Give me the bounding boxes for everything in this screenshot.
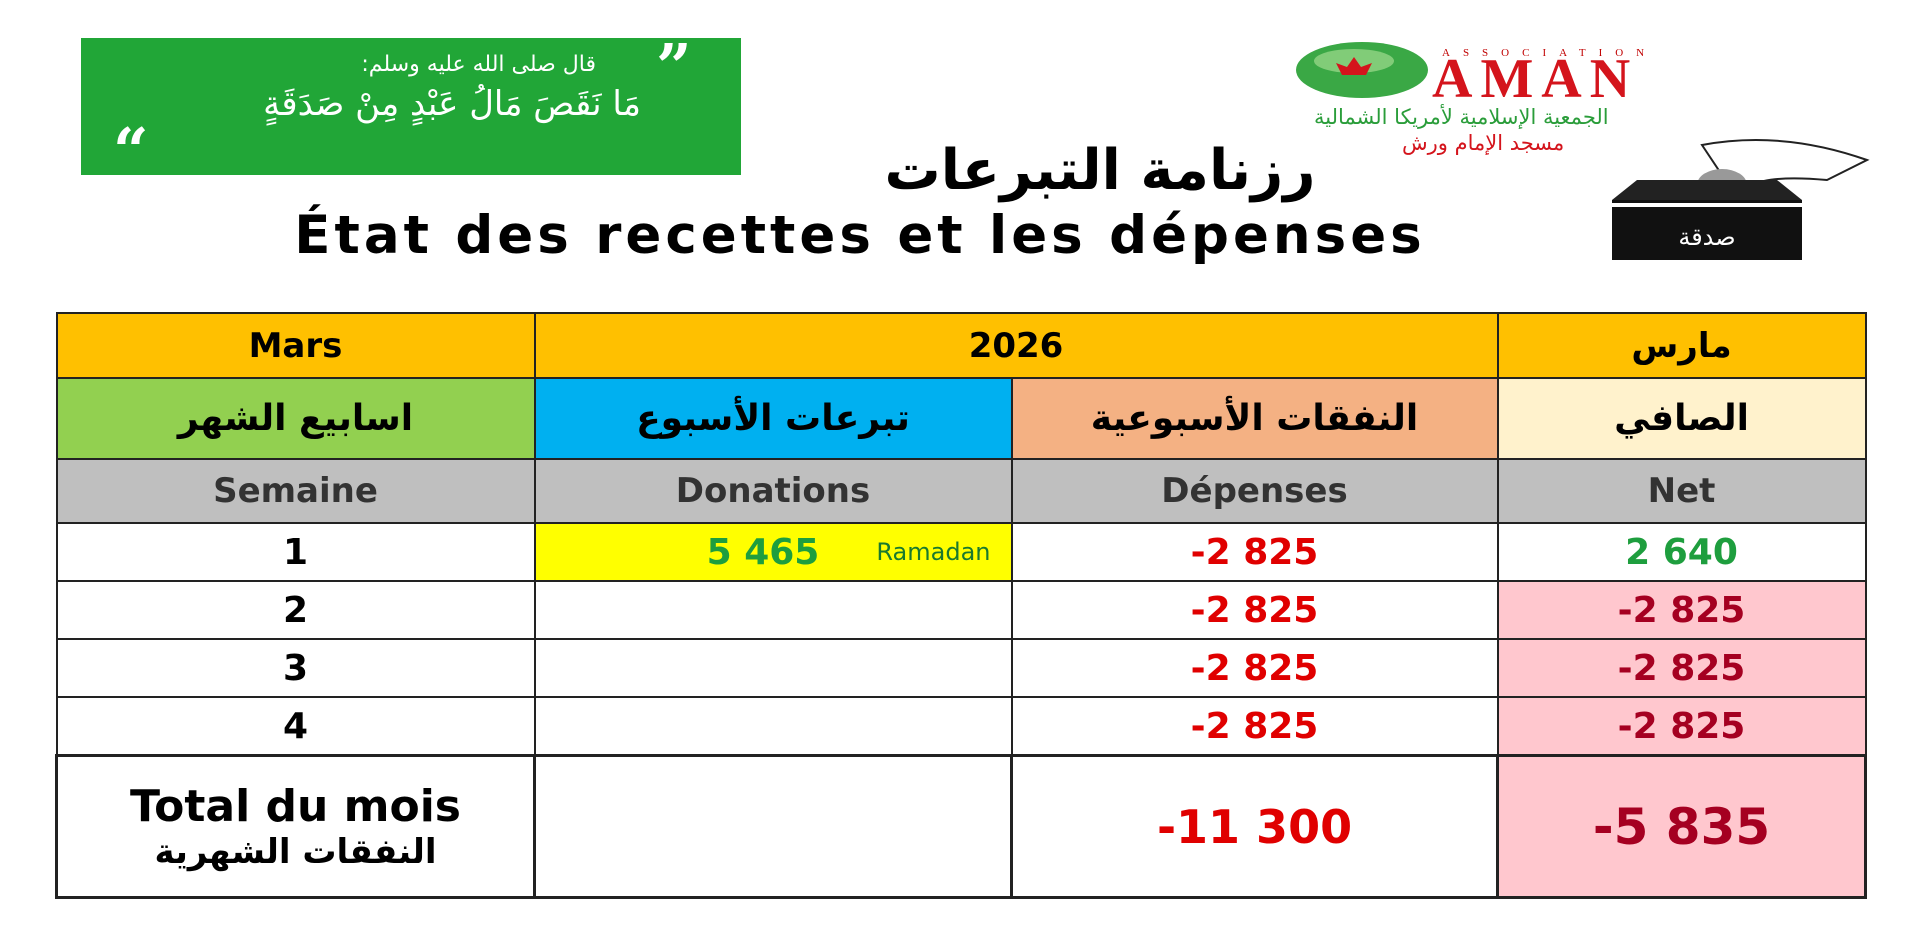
- data-row: 4 -2 825 -2 825: [55, 696, 1867, 757]
- header-ar-row: اسابيع الشهر تبرعات الأسبوع النفقات الأس…: [55, 377, 1867, 460]
- header-fr: Semaine: [55, 458, 536, 524]
- header-ar: اسابيع الشهر: [55, 377, 536, 460]
- header-ar: النفقات الأسبوعية: [1010, 377, 1499, 460]
- header-ar: الصافي: [1496, 377, 1867, 460]
- table-body: Mars 2026 مارس اسابيع الشهر تبرعات الأسب…: [55, 312, 1868, 899]
- data-row: 3 -2 825 -2 825: [55, 638, 1867, 698]
- budget-table: Mars 2026 مارس اسابيع الشهر تبرعات الأسب…: [55, 312, 1868, 899]
- total-donations: [533, 754, 1013, 899]
- cell: -2 825: [1496, 696, 1867, 757]
- cell: 5 465 Ramadan: [533, 522, 1013, 582]
- cell: 2 640: [1496, 522, 1867, 582]
- total-label-ar: النفقات الشهرية: [154, 832, 437, 872]
- cell: -2 825: [1010, 522, 1499, 582]
- logo-letters: ASSOCIATION: [1442, 47, 1658, 59]
- cell-note: Ramadan: [876, 538, 991, 566]
- quote-intro: قال صلى الله عليه وسلم:: [361, 52, 596, 77]
- year: 2026: [533, 312, 1499, 379]
- cell: 3: [55, 638, 536, 698]
- total-label: Total du mois النفقات الشهرية: [55, 754, 536, 899]
- total-depenses: -11 300: [1009, 754, 1500, 899]
- logo-org: الجمعية الإسلامية لأمريكا الشمالية: [1314, 105, 1609, 129]
- total-net: -5 835: [1496, 754, 1868, 899]
- cell: [533, 638, 1013, 698]
- cell-value: 5 465: [706, 531, 820, 573]
- total-label-fr: Total du mois: [129, 781, 461, 832]
- cell: -2 825: [1010, 638, 1499, 698]
- quote-text: مَا نَقَصَ مَالُ عَبْدٍ مِنْ صَدَقَةٍ: [263, 84, 641, 124]
- month-fr: Mars: [55, 312, 536, 379]
- cell: -2 825: [1010, 580, 1499, 640]
- logo: ASSOCIATION AMAN الجمعية الإسلامية لأمري…: [1292, 37, 1722, 157]
- header-fr: Donations: [533, 458, 1013, 524]
- cell: 1: [55, 522, 536, 582]
- logo-globe: [1296, 42, 1428, 98]
- header-fr: Net: [1496, 458, 1867, 524]
- month-ar: مارس: [1496, 312, 1867, 379]
- cell: [533, 696, 1013, 757]
- header-ar: تبرعات الأسبوع: [533, 377, 1013, 460]
- cell: 4: [55, 696, 536, 757]
- total-row: Total du mois النفقات الشهرية -11 300 -5 83…: [55, 754, 1868, 899]
- cell: -2 825: [1010, 696, 1499, 757]
- cell: -2 825: [1496, 638, 1867, 698]
- title-arabic: رزنامة التبرعات: [884, 138, 1316, 203]
- data-row: 1 5 465 Ramadan -2 825 2 640: [55, 522, 1867, 582]
- title-french: État des recettes et les dépenses: [294, 205, 1426, 266]
- header-fr-row: Semaine Donations Dépenses Net: [55, 458, 1867, 524]
- month-row: Mars 2026 مارس: [55, 312, 1867, 379]
- data-row: 2 -2 825 -2 825: [55, 580, 1867, 640]
- box-icon: [1612, 139, 1870, 260]
- quote-mark: “: [113, 114, 149, 187]
- quote-banner: قال صلى الله عليه وسلم: مَا نَقَصَ مَالُ…: [81, 30, 741, 187]
- header-fr: Dépenses: [1010, 458, 1499, 524]
- donation-box: صدقة: [1602, 135, 1872, 265]
- quote-mark: ”: [656, 30, 692, 103]
- cell: -2 825: [1496, 580, 1867, 640]
- cell: [533, 580, 1013, 640]
- cell: 2: [55, 580, 536, 640]
- logo-mosque: مسجد الإمام ورش: [1402, 131, 1565, 155]
- box-label: صدقة: [1678, 223, 1736, 251]
- logo-name: AMAN: [1432, 48, 1639, 110]
